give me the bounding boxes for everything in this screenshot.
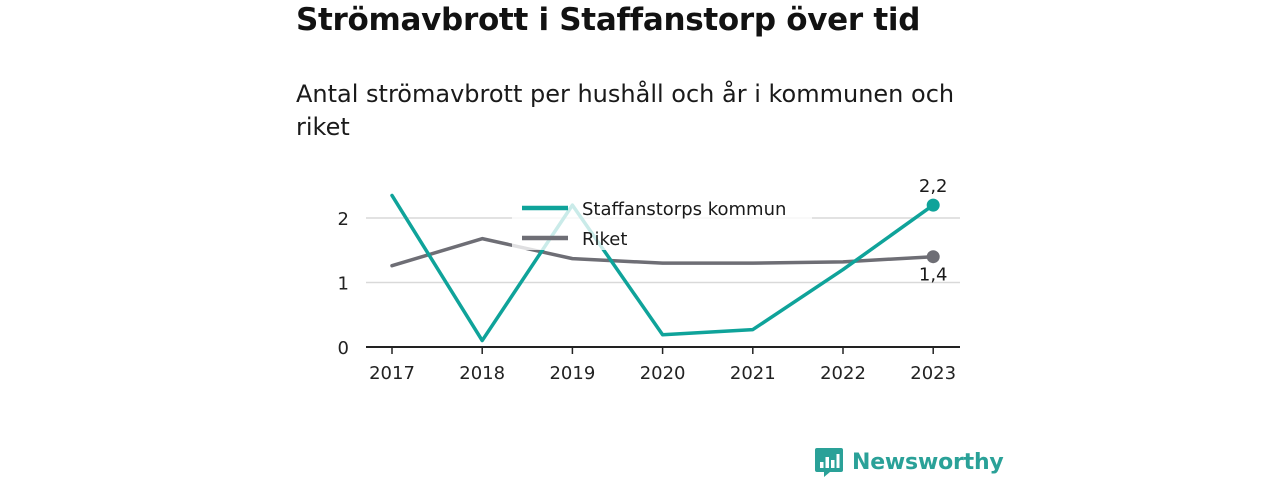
end-point-marker bbox=[926, 250, 940, 264]
x-tick-label: 2017 bbox=[369, 363, 415, 384]
x-tick-label: 2023 bbox=[910, 363, 956, 384]
legend: Staffanstorps kommun Riket bbox=[512, 190, 812, 250]
series-line bbox=[390, 236, 935, 268]
y-tick-label: 1 bbox=[338, 274, 349, 295]
end-value-label: 2,2 bbox=[919, 176, 948, 197]
legend-label: Riket bbox=[582, 229, 627, 250]
x-tick-label: 2019 bbox=[549, 363, 595, 384]
x-tick-label: 2021 bbox=[730, 363, 776, 384]
series-lines bbox=[390, 193, 935, 343]
chart-subtitle: Antal strömavbrott per hushåll och år i … bbox=[296, 80, 955, 141]
x-tick-label: 2018 bbox=[459, 363, 505, 384]
y-tick-label: 0 bbox=[338, 338, 349, 359]
newsworthy-logo-icon bbox=[815, 448, 843, 477]
series-line bbox=[390, 193, 935, 343]
x-tick-label: 2020 bbox=[640, 363, 686, 384]
end-value-label: 1,4 bbox=[919, 265, 948, 286]
x-tick-label: 2022 bbox=[820, 363, 866, 384]
end-labels: 2,2 1,4 bbox=[919, 176, 948, 286]
newsworthy-brand: Newsworthy bbox=[814, 444, 1004, 480]
end-point-marker bbox=[926, 198, 940, 212]
y-axis: 0 1 2 bbox=[338, 209, 349, 359]
y-tick-label: 2 bbox=[338, 209, 349, 230]
chart-title: Strömavbrott i Staffanstorp över tid bbox=[296, 2, 921, 38]
legend-label: Staffanstorps kommun bbox=[582, 199, 786, 220]
x-axis: 2017 2018 2019 2020 2021 2022 2023 bbox=[366, 346, 960, 384]
brand-name: Newsworthy bbox=[852, 449, 1004, 475]
